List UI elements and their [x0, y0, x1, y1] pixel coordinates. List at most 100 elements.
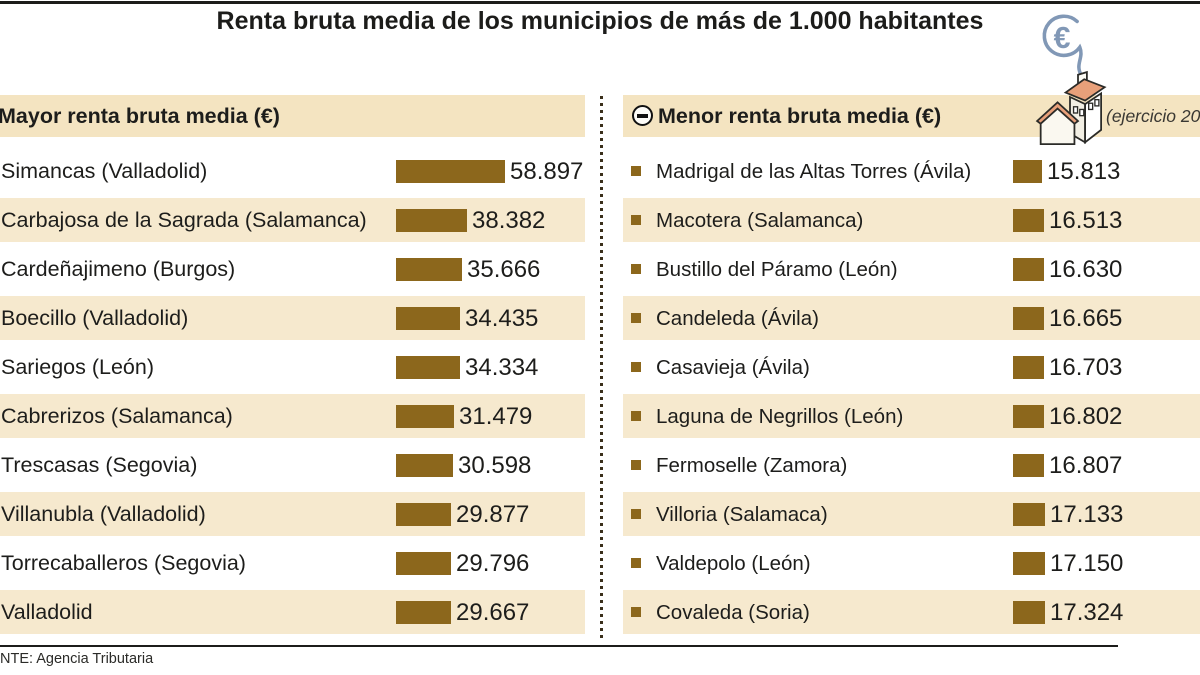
value-label: 35.666: [467, 256, 541, 283]
income-bar: [396, 356, 460, 379]
menor-rows-list: Madrigal de las Altas Torres (Ávila) 15.8…: [623, 147, 1200, 637]
tower-window: [1072, 106, 1079, 114]
municipality-label: Casavieja (Ávila): [656, 356, 810, 379]
municipality-label: Covaleda (Soria): [656, 601, 810, 624]
minus-icon: [632, 105, 653, 127]
value-label: 16.630: [1049, 256, 1123, 283]
table-row: Carbajosa de la Sagrada (Salamanca) 38.38…: [0, 196, 585, 245]
municipality-label: Madrigal de las Altas Torres (Ávila): [656, 160, 972, 183]
municipality-label: Torrecaballeros (Segovia): [1, 551, 246, 575]
income-bar: [396, 601, 451, 624]
tower-roof: [1063, 78, 1107, 102]
panel-header-menor: Menor renta bruta media (€): [623, 95, 1200, 137]
income-bar: [1013, 552, 1045, 575]
income-bar: [1013, 258, 1044, 281]
table-row: Trescasas (Segovia) 30.598: [0, 441, 585, 490]
square-bullet-icon: [631, 166, 641, 176]
municipality-label: Sariegos (León): [1, 355, 154, 379]
income-bar: [396, 307, 460, 330]
table-row: Casavieja (Ávila) 16.703: [623, 343, 1200, 392]
income-bar: [1013, 503, 1045, 526]
source-label: NTE: Agencia Tributaria: [0, 651, 154, 667]
income-bar: [1013, 209, 1044, 232]
mayor-rows-list: Simancas (Valladolid) 58.897 Carbajosa de …: [0, 147, 585, 637]
value-label: 17.150: [1050, 550, 1124, 577]
tower-window: [1094, 99, 1100, 107]
table-row: Boecillo (Valladolid) 34.435: [0, 294, 585, 343]
euro-symbol: €: [1054, 22, 1071, 55]
income-bar: [1013, 307, 1044, 330]
municipality-label: Villanubla (Valladolid): [1, 502, 206, 526]
table-row: Simancas (Valladolid) 58.897: [0, 147, 585, 196]
table-row: Fermoselle (Zamora) 16.807: [623, 441, 1200, 490]
table-row: Torrecaballeros (Segovia) 29.796: [0, 539, 585, 588]
square-bullet-icon: [631, 558, 641, 568]
square-bullet-icon: [631, 460, 641, 470]
square-bullet-icon: [631, 313, 641, 323]
value-label: 30.598: [458, 452, 532, 479]
table-row: Laguna de Negrillos (León) 16.802: [623, 392, 1200, 441]
municipality-label: Simancas (Valladolid): [1, 159, 208, 183]
table-row: Sariegos (León) 34.334: [0, 343, 585, 392]
column-divider: [600, 96, 603, 640]
house-euro-illustration: €: [1035, 14, 1107, 145]
table-row: Valladolid 29.667: [0, 588, 585, 637]
table-row: Candeleda (Ávila) 16.665: [623, 294, 1200, 343]
income-bar: [1013, 454, 1044, 477]
top-rule: [0, 1, 1200, 4]
income-bar: [1013, 601, 1045, 624]
period-note: (ejercicio 20: [1106, 106, 1200, 126]
value-label: 16.703: [1049, 354, 1123, 381]
table-row: Villanubla (Valladolid) 29.877: [0, 490, 585, 539]
table-row: Cabrerizos (Salamanca) 31.479: [0, 392, 585, 441]
municipality-label: Laguna de Negrillos (León): [656, 405, 904, 428]
income-bar: [396, 454, 453, 477]
euro-smoke-swirl: [1042, 14, 1084, 78]
income-bar: [396, 258, 462, 281]
value-label: 16.802: [1049, 403, 1123, 430]
income-bar: [1013, 356, 1044, 379]
square-bullet-icon: [631, 411, 641, 421]
municipality-label: Valladolid: [1, 600, 93, 624]
municipality-label: Carbajosa de la Sagrada (Salamanca): [1, 208, 367, 232]
panel-header-menor-label: Menor renta bruta media (€): [658, 104, 942, 128]
value-label: 16.807: [1049, 452, 1123, 479]
municipality-label: Boecillo (Valladolid): [1, 306, 189, 330]
tower-window: [1088, 102, 1094, 111]
panel-header-mayor-label: Mayor renta bruta media (€): [0, 104, 280, 128]
income-bar: [396, 160, 505, 183]
value-label: 29.877: [456, 501, 530, 528]
table-row: Bustillo del Páramo (León) 16.630: [623, 245, 1200, 294]
table-row: Madrigal de las Altas Torres (Ávila) 15.8…: [623, 147, 1200, 196]
small-house-roof: [1035, 101, 1080, 125]
income-bar: [396, 552, 451, 575]
table-row: Macotera (Salamanca) 16.513: [623, 196, 1200, 245]
value-label: 29.796: [456, 550, 530, 577]
income-bar: [396, 503, 451, 526]
page-title: Renta bruta media de los municipios de m…: [216, 7, 984, 35]
table-row: Covaleda (Soria) 17.324: [623, 588, 1200, 637]
municipality-label: Villoria (Salamaca): [656, 503, 828, 526]
value-label: 17.324: [1050, 599, 1124, 626]
table-row: Cardeñajimeno (Burgos) 35.666: [0, 245, 585, 294]
municipality-label: Valdepolo (León): [656, 552, 811, 575]
municipality-label: Trescasas (Segovia): [1, 453, 198, 477]
value-label: 58.897: [510, 158, 584, 185]
municipality-label: Cardeñajimeno (Burgos): [1, 257, 236, 281]
value-label: 29.667: [456, 599, 530, 626]
municipality-label: Fermoselle (Zamora): [656, 454, 848, 477]
value-label: 17.133: [1050, 501, 1124, 528]
value-label: 34.435: [465, 305, 539, 332]
square-bullet-icon: [631, 509, 641, 519]
value-label: 31.479: [459, 403, 533, 430]
minus-icon-bar: [637, 113, 648, 118]
value-label: 38.382: [472, 207, 546, 234]
income-bar: [396, 405, 454, 428]
value-label: 34.334: [465, 354, 539, 381]
value-label: 16.513: [1049, 207, 1123, 234]
value-label: 16.665: [1049, 305, 1123, 332]
value-label: 15.813: [1047, 158, 1121, 185]
table-row: Valdepolo (León) 17.150: [623, 539, 1200, 588]
square-bullet-icon: [631, 607, 641, 617]
